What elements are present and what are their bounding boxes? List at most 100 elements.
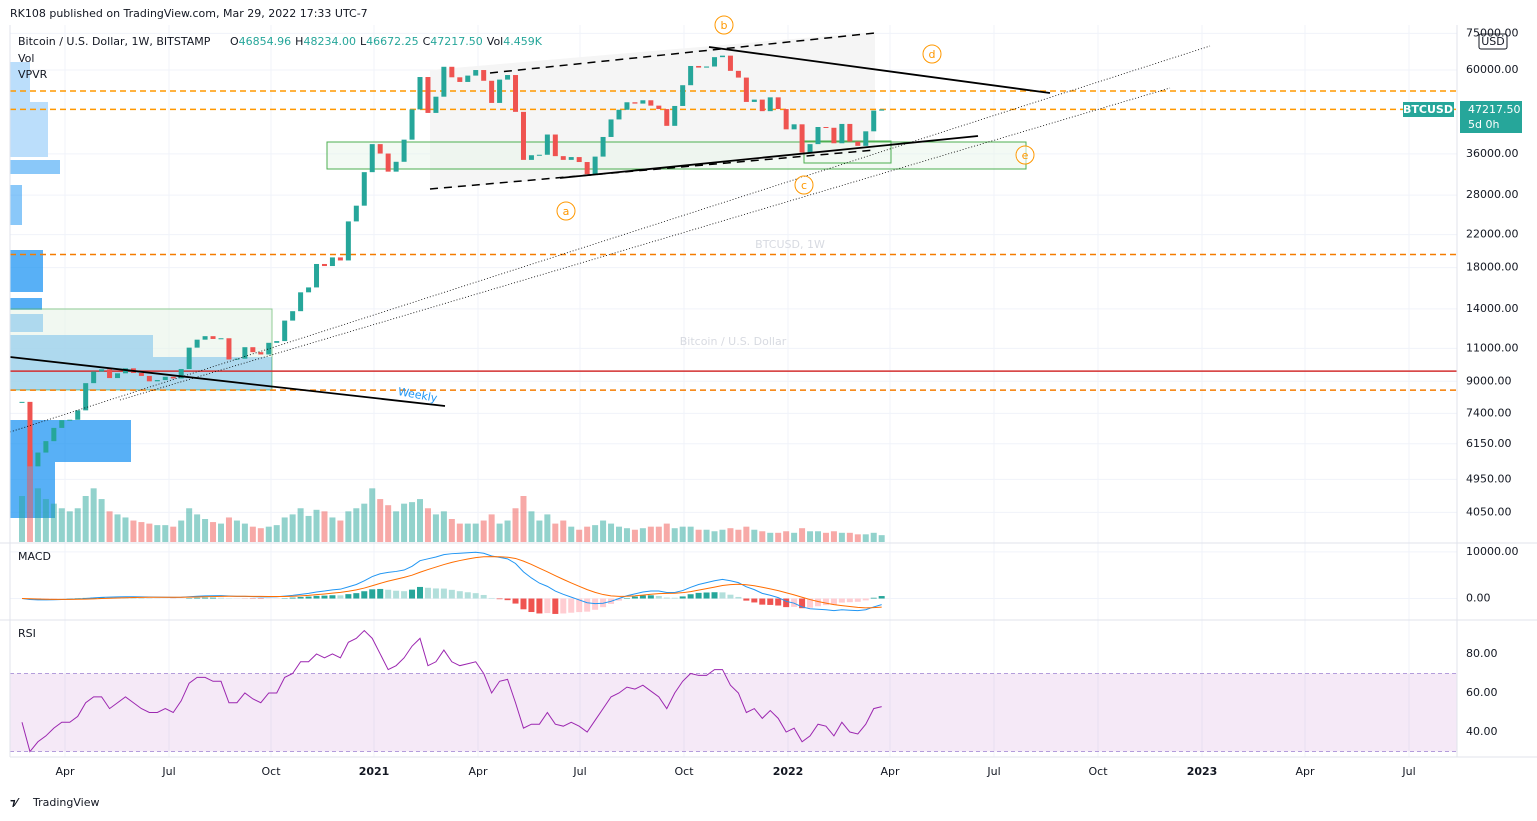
candle: [35, 452, 41, 467]
x-tick-label: Apr: [880, 765, 900, 778]
macd-histogram: [783, 598, 790, 608]
macd-histogram: [830, 598, 837, 605]
volume-bar: [576, 529, 583, 542]
wave-label: a: [563, 205, 570, 218]
candle: [544, 134, 550, 155]
candle: [314, 263, 320, 288]
macd-histogram: [130, 597, 137, 599]
brand: TradingView: [32, 796, 99, 809]
volume-bar: [329, 517, 336, 542]
candle: [377, 144, 383, 154]
ohlcv-label: Vol: [487, 35, 503, 48]
volume-bar: [50, 503, 57, 542]
volume-bar: [631, 529, 638, 542]
macd-histogram: [679, 596, 686, 599]
currency-box[interactable]: [1478, 33, 1508, 50]
volume-bar: [202, 519, 209, 542]
macd-histogram: [838, 598, 845, 603]
macd-histogram: [472, 593, 479, 599]
candle: [473, 70, 479, 76]
indicator-label: Vol: [18, 52, 34, 65]
candle: [751, 99, 757, 102]
candle: [576, 157, 582, 163]
volume-bar: [401, 503, 408, 542]
volume-bar: [735, 529, 742, 542]
candle: [51, 427, 57, 442]
volume-bar: [783, 531, 790, 542]
volume-bar: [448, 519, 455, 542]
macd-histogram: [456, 591, 463, 599]
candle: [409, 109, 415, 140]
volume-bar: [560, 520, 567, 542]
y-tick-label: 75000.00: [1466, 26, 1519, 39]
candle: [441, 66, 447, 97]
currency[interactable]: USD: [1481, 35, 1505, 48]
candle: [138, 372, 144, 376]
x-tick-label: Apr: [468, 765, 488, 778]
candle: [401, 139, 407, 162]
candle: [417, 77, 423, 110]
volume-bar: [496, 523, 503, 542]
x-tick-label: 2021: [359, 765, 390, 778]
volume-bar: [655, 526, 662, 542]
candle: [791, 124, 797, 130]
macd-histogram: [799, 598, 806, 609]
volume-bar: [767, 532, 774, 542]
macd-histogram: [815, 598, 821, 607]
volume-bar: [337, 520, 344, 542]
candle: [91, 371, 97, 384]
candle: [210, 336, 216, 339]
wave-label: e: [1022, 149, 1029, 162]
candle: [306, 287, 312, 293]
volume-bar: [361, 503, 368, 542]
header-ohlcv: O46854.96 H48234.00 L46672.25 C47217.50 Vol4…: [230, 35, 543, 48]
volume-bar: [377, 499, 384, 542]
candle: [99, 369, 105, 372]
brand-logo: ⁊⁄: [10, 796, 21, 809]
volume-bar: [417, 499, 423, 542]
volume-bar: [703, 529, 710, 542]
macd-histogram: [202, 597, 209, 599]
candle: [719, 55, 725, 58]
macd-histogram: [98, 597, 105, 599]
x-tick-label: Oct: [1088, 765, 1108, 778]
candle: [871, 110, 877, 132]
candle: [234, 358, 240, 360]
candle: [568, 157, 574, 160]
y-tick-label: 10000.00: [1466, 545, 1519, 558]
candle: [552, 134, 558, 157]
volume-bar: [114, 514, 121, 542]
indicator-label: VPVR: [18, 68, 48, 81]
candle: [513, 75, 519, 112]
candle: [536, 154, 542, 156]
x-tick-label: Apr: [1295, 765, 1315, 778]
volume-bar: [186, 508, 193, 542]
wave-label: d: [929, 48, 936, 61]
candle: [743, 77, 749, 102]
wave-circle: [1015, 145, 1035, 165]
candle: [67, 419, 73, 421]
macd-histogram: [496, 598, 503, 600]
candle: [584, 162, 590, 175]
macd-histogram: [576, 598, 583, 613]
volume-bar: [838, 532, 845, 542]
volume-bar: [233, 520, 240, 542]
candle: [799, 124, 805, 153]
y-tick-label: 60000.00: [1466, 63, 1519, 76]
volume-bar: [536, 520, 543, 542]
volume-bar: [409, 502, 416, 542]
candle: [520, 111, 526, 160]
volume-bar: [504, 520, 511, 542]
volume-bar: [807, 531, 814, 542]
candle: [242, 347, 248, 359]
volume-bar: [512, 508, 519, 542]
candle: [600, 136, 606, 157]
volume-bar: [592, 525, 599, 542]
price-label-box: [1460, 101, 1522, 133]
candle: [369, 144, 375, 173]
volume-bar: [424, 508, 431, 542]
volume-bar: [711, 531, 718, 542]
macd-histogram: [846, 598, 853, 603]
zone-box: [9, 308, 273, 391]
candle: [648, 100, 654, 106]
